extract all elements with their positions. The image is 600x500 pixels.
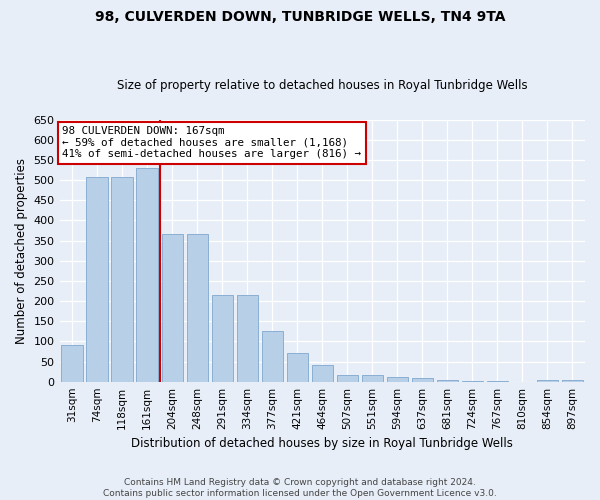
Bar — [61, 346, 83, 382]
X-axis label: Distribution of detached houses by size in Royal Tunbridge Wells: Distribution of detached houses by size … — [131, 437, 513, 450]
Bar — [311, 364, 333, 382]
Bar — [337, 375, 358, 382]
Bar — [136, 168, 158, 382]
Bar — [462, 381, 483, 382]
Bar — [86, 177, 108, 382]
Bar — [161, 234, 183, 382]
Bar — [287, 354, 308, 382]
Bar — [537, 380, 558, 382]
Bar — [112, 177, 133, 382]
Y-axis label: Number of detached properties: Number of detached properties — [15, 158, 28, 344]
Text: 98 CULVERDEN DOWN: 167sqm
← 59% of detached houses are smaller (1,168)
41% of se: 98 CULVERDEN DOWN: 167sqm ← 59% of detac… — [62, 126, 361, 160]
Bar — [236, 295, 258, 382]
Bar — [562, 380, 583, 382]
Bar — [187, 234, 208, 382]
Title: Size of property relative to detached houses in Royal Tunbridge Wells: Size of property relative to detached ho… — [117, 79, 527, 92]
Bar — [387, 377, 408, 382]
Bar — [262, 332, 283, 382]
Bar — [212, 295, 233, 382]
Bar — [412, 378, 433, 382]
Bar — [487, 381, 508, 382]
Text: 98, CULVERDEN DOWN, TUNBRIDGE WELLS, TN4 9TA: 98, CULVERDEN DOWN, TUNBRIDGE WELLS, TN4… — [95, 10, 505, 24]
Bar — [362, 375, 383, 382]
Bar — [437, 380, 458, 382]
Text: Contains HM Land Registry data © Crown copyright and database right 2024.
Contai: Contains HM Land Registry data © Crown c… — [103, 478, 497, 498]
